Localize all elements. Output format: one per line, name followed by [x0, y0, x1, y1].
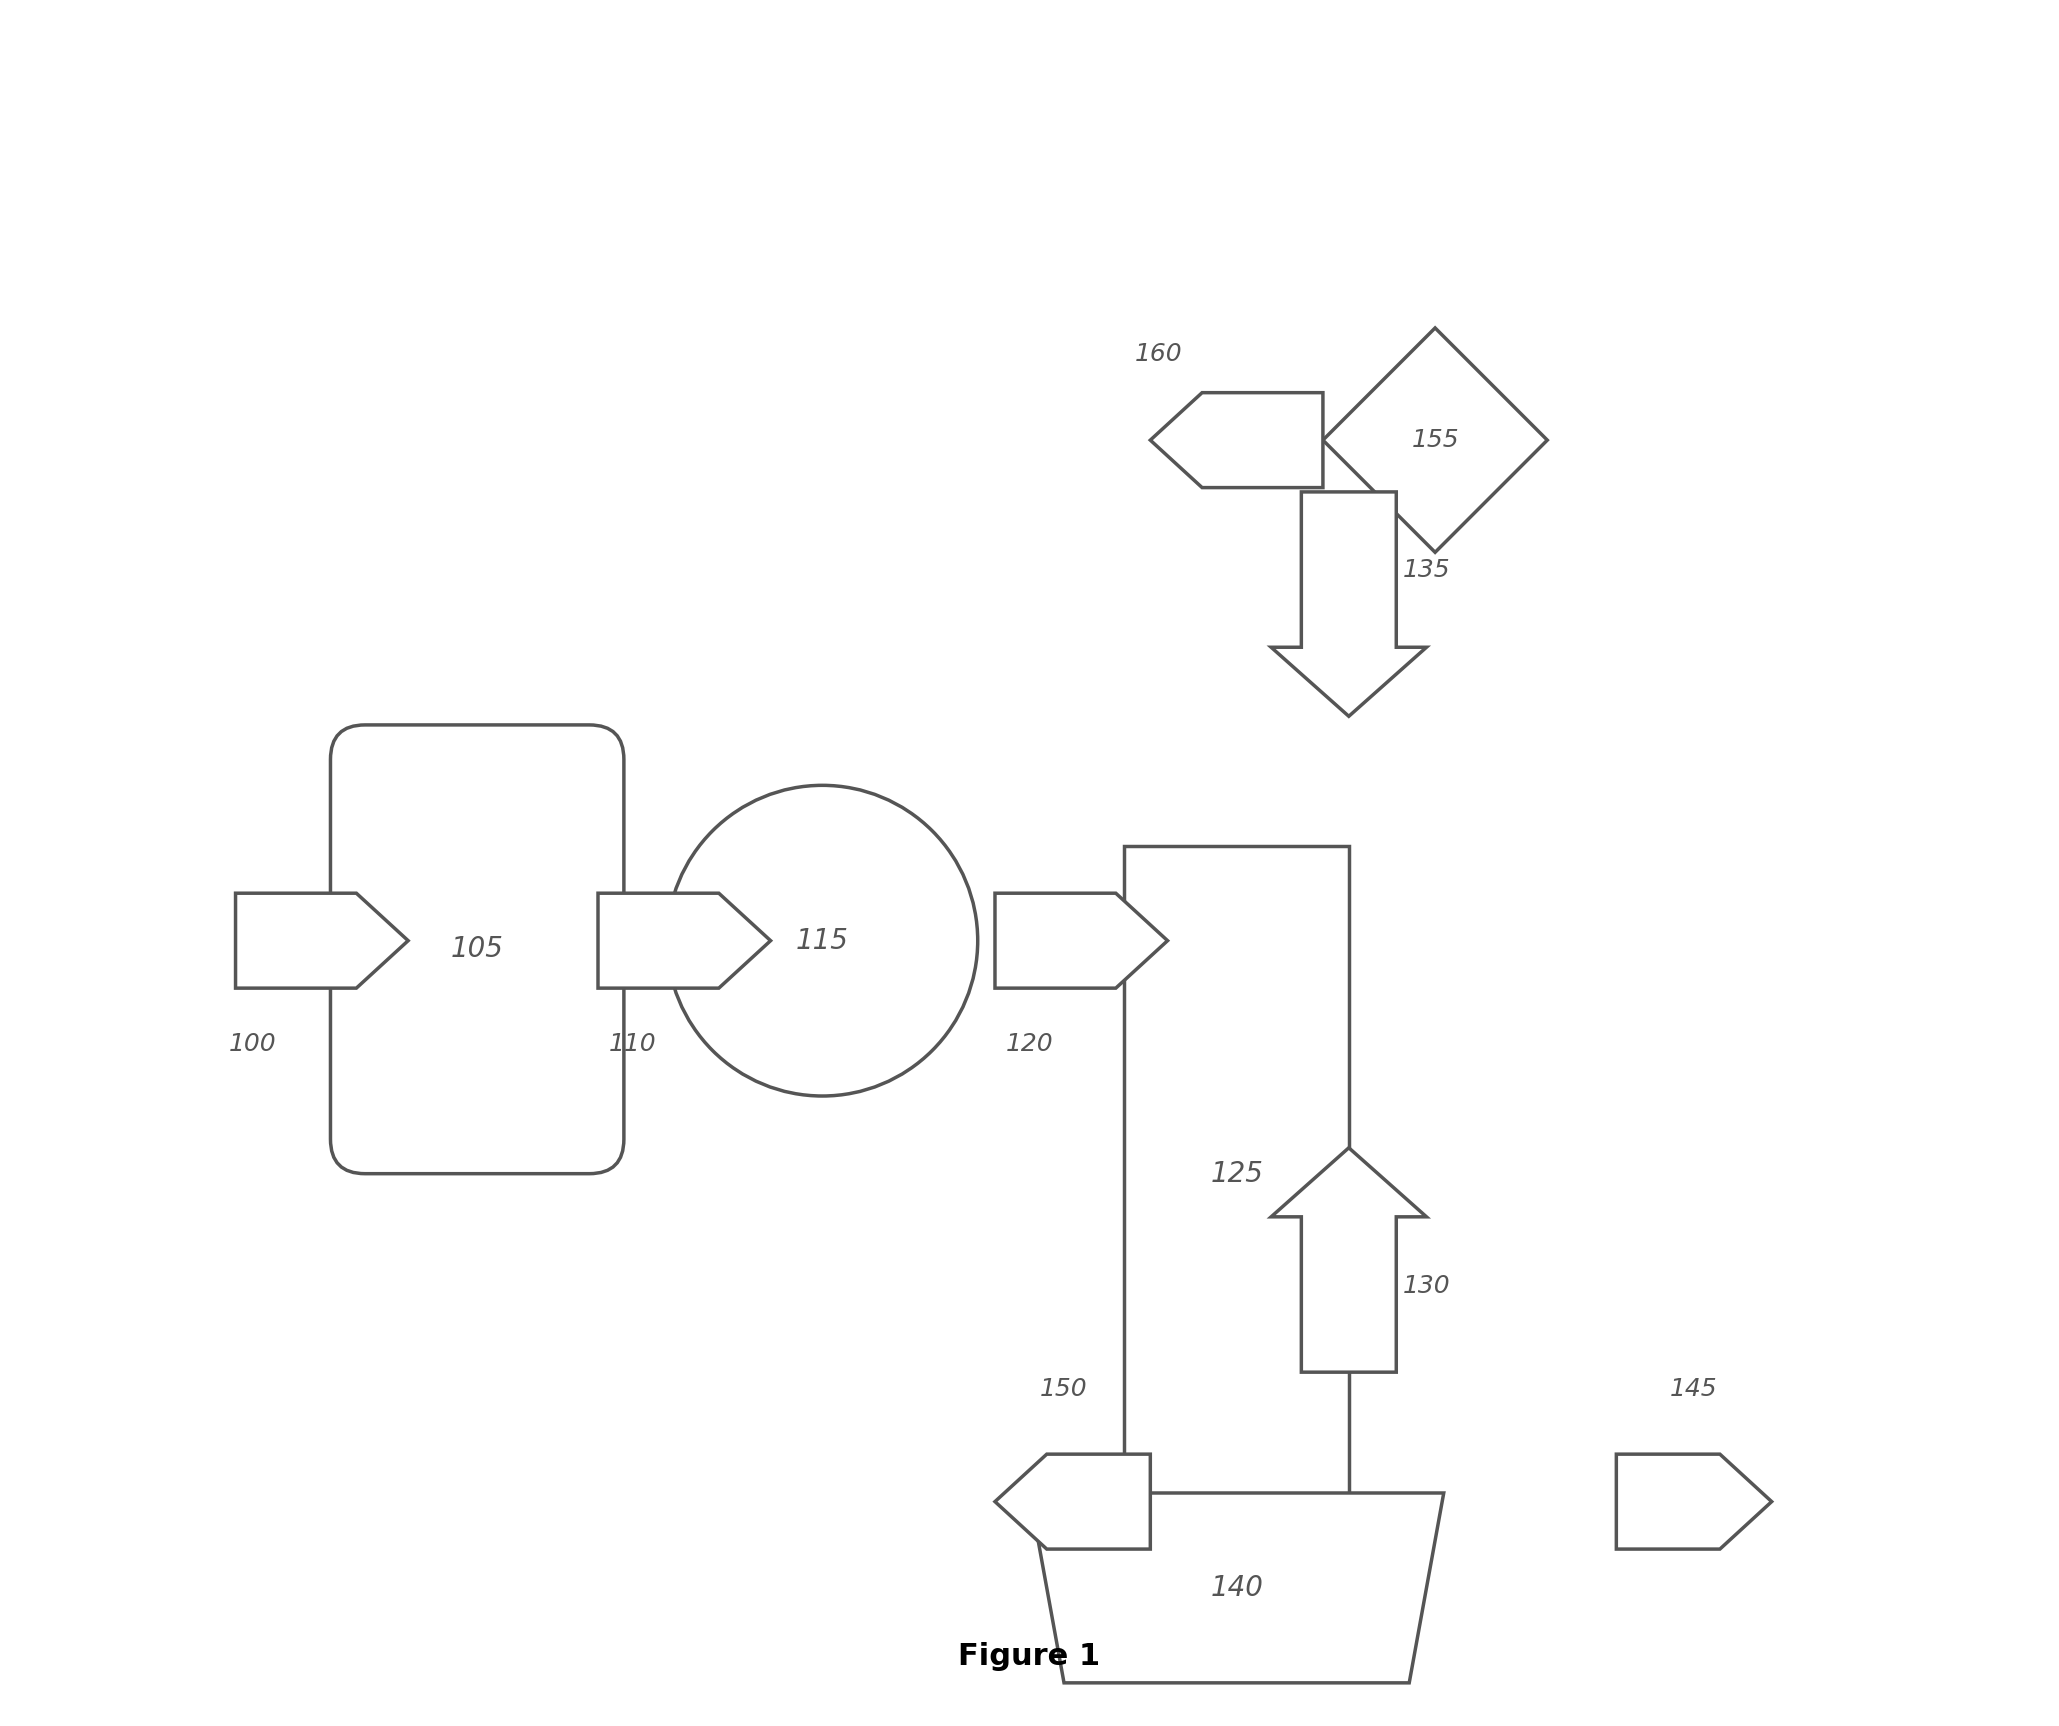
Polygon shape	[1270, 1148, 1427, 1372]
Text: 145: 145	[1670, 1377, 1717, 1402]
Circle shape	[667, 785, 978, 1096]
Text: 105: 105	[451, 935, 504, 963]
Polygon shape	[597, 894, 770, 987]
Text: 160: 160	[1135, 342, 1182, 366]
Polygon shape	[994, 894, 1167, 987]
Text: 155: 155	[1410, 428, 1460, 452]
Polygon shape	[994, 1453, 1151, 1550]
Polygon shape	[1151, 394, 1324, 488]
Polygon shape	[1030, 1493, 1443, 1683]
Polygon shape	[235, 894, 408, 987]
Text: 140: 140	[1211, 1574, 1262, 1602]
Text: 125: 125	[1211, 1160, 1262, 1187]
Text: 110: 110	[609, 1032, 657, 1056]
Polygon shape	[1270, 492, 1427, 716]
Text: 135: 135	[1402, 557, 1450, 582]
Text: 150: 150	[1040, 1377, 1087, 1402]
Text: 120: 120	[1005, 1032, 1054, 1056]
Text: Figure 1: Figure 1	[957, 1643, 1102, 1671]
Polygon shape	[1616, 1453, 1771, 1550]
Bar	[1124, 846, 1349, 1502]
Text: 115: 115	[797, 927, 848, 954]
FancyBboxPatch shape	[331, 725, 624, 1174]
Text: 130: 130	[1402, 1274, 1450, 1298]
Polygon shape	[1324, 328, 1546, 552]
Text: 100: 100	[229, 1032, 276, 1056]
